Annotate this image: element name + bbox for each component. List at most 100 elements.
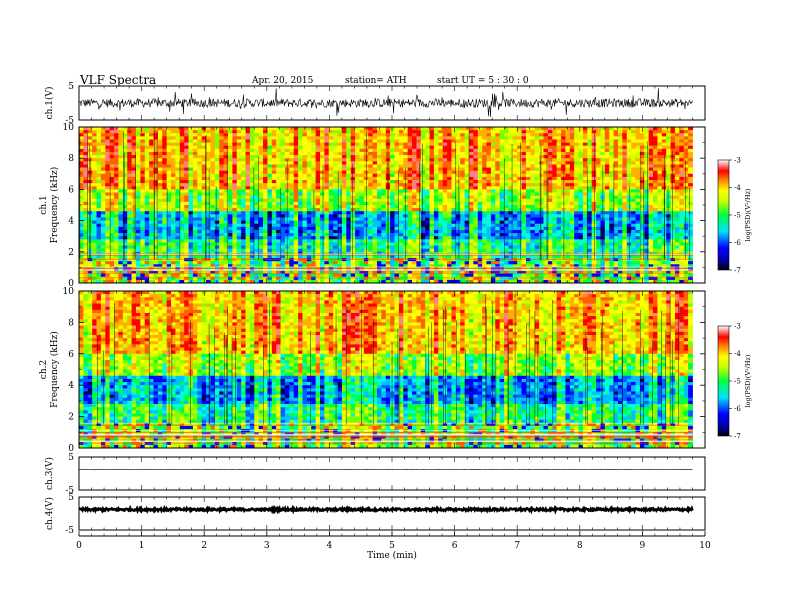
ch1-spectrogram-cell xyxy=(232,193,237,197)
ch1-spectrogram-cell xyxy=(206,177,211,181)
ch1-spectrogram-cell xyxy=(500,224,505,228)
ch1-spectrogram-cell xyxy=(206,221,211,225)
ch1-spectrogram-cell xyxy=(149,193,154,197)
ch1-spectrogram-cell xyxy=(219,127,224,131)
ch1-spectrogram-cell xyxy=(412,183,417,187)
ch1-spectrogram-cell xyxy=(614,230,619,234)
ch1-spectrogram-cell xyxy=(399,183,404,187)
ch1-spectrogram-cell xyxy=(101,149,106,153)
ch1-spectrogram-cell xyxy=(526,155,531,159)
ch1-spectrogram-cell xyxy=(272,164,277,168)
ch1-spectrogram-cell xyxy=(614,221,619,225)
ch1-spectrogram-cell xyxy=(140,180,145,184)
ch1-spectrogram-cell xyxy=(412,193,417,197)
ch1-spectrogram-cell xyxy=(127,177,132,181)
ch1-spectrogram-cell xyxy=(259,227,264,231)
ch1-spectrogram-cell xyxy=(649,183,654,187)
ch1-spectrogram-cell xyxy=(189,130,194,134)
ch1-spectrogram-cell xyxy=(421,233,426,237)
ch1-spectrogram-cell xyxy=(587,205,592,209)
ch1-spectrogram-cell xyxy=(500,133,505,137)
ch1-spectrogram-cell xyxy=(657,168,662,172)
ch1-spectrogram-cell xyxy=(609,130,614,134)
ch1-spectrogram-cell xyxy=(653,193,658,197)
ch1-spectrogram-cell xyxy=(561,127,566,131)
ch1-spectrogram-cell xyxy=(381,196,386,200)
ch1-spectrogram-cell xyxy=(469,199,474,203)
ch1-spectrogram-cell xyxy=(381,149,386,153)
ch1-spectrogram-cell xyxy=(114,211,119,215)
ch1-spectrogram-cell xyxy=(412,133,417,137)
ch1-spectrogram-cell xyxy=(469,221,474,225)
ch1-spectrogram-cell xyxy=(460,136,465,140)
ch1-spectrogram-cell xyxy=(298,133,303,137)
ch1-spectrogram-cell xyxy=(579,180,584,184)
ch1-spectrogram-cell xyxy=(390,174,395,178)
ch1-spectrogram-cell xyxy=(425,139,430,143)
ch1-spectrogram-cell xyxy=(671,155,676,159)
ch1-spectrogram-cell xyxy=(447,217,452,221)
ch1-spectrogram-cell xyxy=(460,158,465,162)
ch1-spectrogram-cell xyxy=(627,189,632,193)
ch1-spectrogram-cell xyxy=(267,133,272,137)
ch1-spectrogram-cell xyxy=(570,174,575,178)
ch1-spectrogram-cell xyxy=(583,155,588,159)
ch1-spectrogram-cell xyxy=(219,183,224,187)
ch1-spectrogram-cell xyxy=(500,183,505,187)
ch1-spectrogram-cell xyxy=(618,171,623,175)
ch1-spectrogram-cell xyxy=(237,221,242,225)
ch1-spectrogram-cell xyxy=(399,230,404,234)
ch1-spectrogram-cell xyxy=(395,155,400,159)
ch1-spectrogram-cell xyxy=(403,168,408,172)
ch1-spectrogram-cell xyxy=(539,164,544,168)
ch1-spectrogram-cell xyxy=(219,152,224,156)
ch1-spectrogram-cell xyxy=(197,196,202,200)
ch1-spectrogram-cell xyxy=(649,186,654,190)
ch1-spectrogram-cell xyxy=(228,180,233,184)
ch1-spectrogram-cell xyxy=(311,152,316,156)
ch1-spectrogram-cell xyxy=(215,202,220,206)
ch1-spectrogram-cell xyxy=(351,155,356,159)
ch1-spectrogram-cell xyxy=(272,174,277,178)
ch1-spectrogram-cell xyxy=(592,146,597,150)
ch1-spectrogram-cell xyxy=(666,183,671,187)
ch1-spectrogram-cell xyxy=(675,221,680,225)
ch1-spectrogram-cell xyxy=(425,196,430,200)
ch1-spectrogram-cell xyxy=(649,214,654,218)
ch1-spectrogram-cell xyxy=(491,221,496,225)
ch1-spectrogram-cell xyxy=(565,171,570,175)
ch1-spectrogram-cell xyxy=(399,149,404,153)
ch1-spectrogram-cell xyxy=(272,183,277,187)
ch1-spectrogram-cell xyxy=(101,217,106,221)
ch1-spectrogram-cell xyxy=(298,164,303,168)
ch1-spectrogram-cell xyxy=(557,139,562,143)
ch1-spectrogram-cell xyxy=(500,196,505,200)
ch1-spectrogram-cell xyxy=(333,171,338,175)
ch1-spectrogram-cell xyxy=(162,196,167,200)
ch1-spectrogram-cell xyxy=(434,230,439,234)
ch1-spectrogram-cell xyxy=(592,139,597,143)
ch1-spectrogram-cell xyxy=(430,211,435,215)
ch1-spectrogram-cell xyxy=(605,130,610,134)
ch1-spectrogram-cell xyxy=(189,127,194,131)
ch1-spectrogram-cell xyxy=(465,171,470,175)
ch1-spectrogram-cell xyxy=(180,224,185,228)
ch1-spectrogram-cell xyxy=(456,221,461,225)
ch1-spectrogram-cell xyxy=(355,133,360,137)
ch1-spectrogram-cell xyxy=(377,136,382,140)
ch1-spectrogram-cell xyxy=(298,221,303,225)
ch1-spectrogram-cell xyxy=(447,221,452,225)
ch1-spectrogram-cell xyxy=(237,205,242,209)
ch1-spectrogram-cell xyxy=(675,130,680,134)
ch1-spectrogram-cell xyxy=(473,177,478,181)
ch1-spectrogram-cell xyxy=(679,183,684,187)
ch1-spectrogram-cell xyxy=(272,158,277,162)
ch1-spectrogram-cell xyxy=(425,161,430,165)
ch1-spectrogram-cell xyxy=(644,224,649,228)
ch1-spectrogram-cell xyxy=(618,193,623,197)
ch1-spectrogram-cell xyxy=(592,186,597,190)
ch1-spectrogram-cell xyxy=(447,149,452,153)
ch1-spectrogram-cell xyxy=(587,155,592,159)
ch1-spectrogram-cell xyxy=(412,152,417,156)
ch1-spectrogram-cell xyxy=(609,217,614,221)
